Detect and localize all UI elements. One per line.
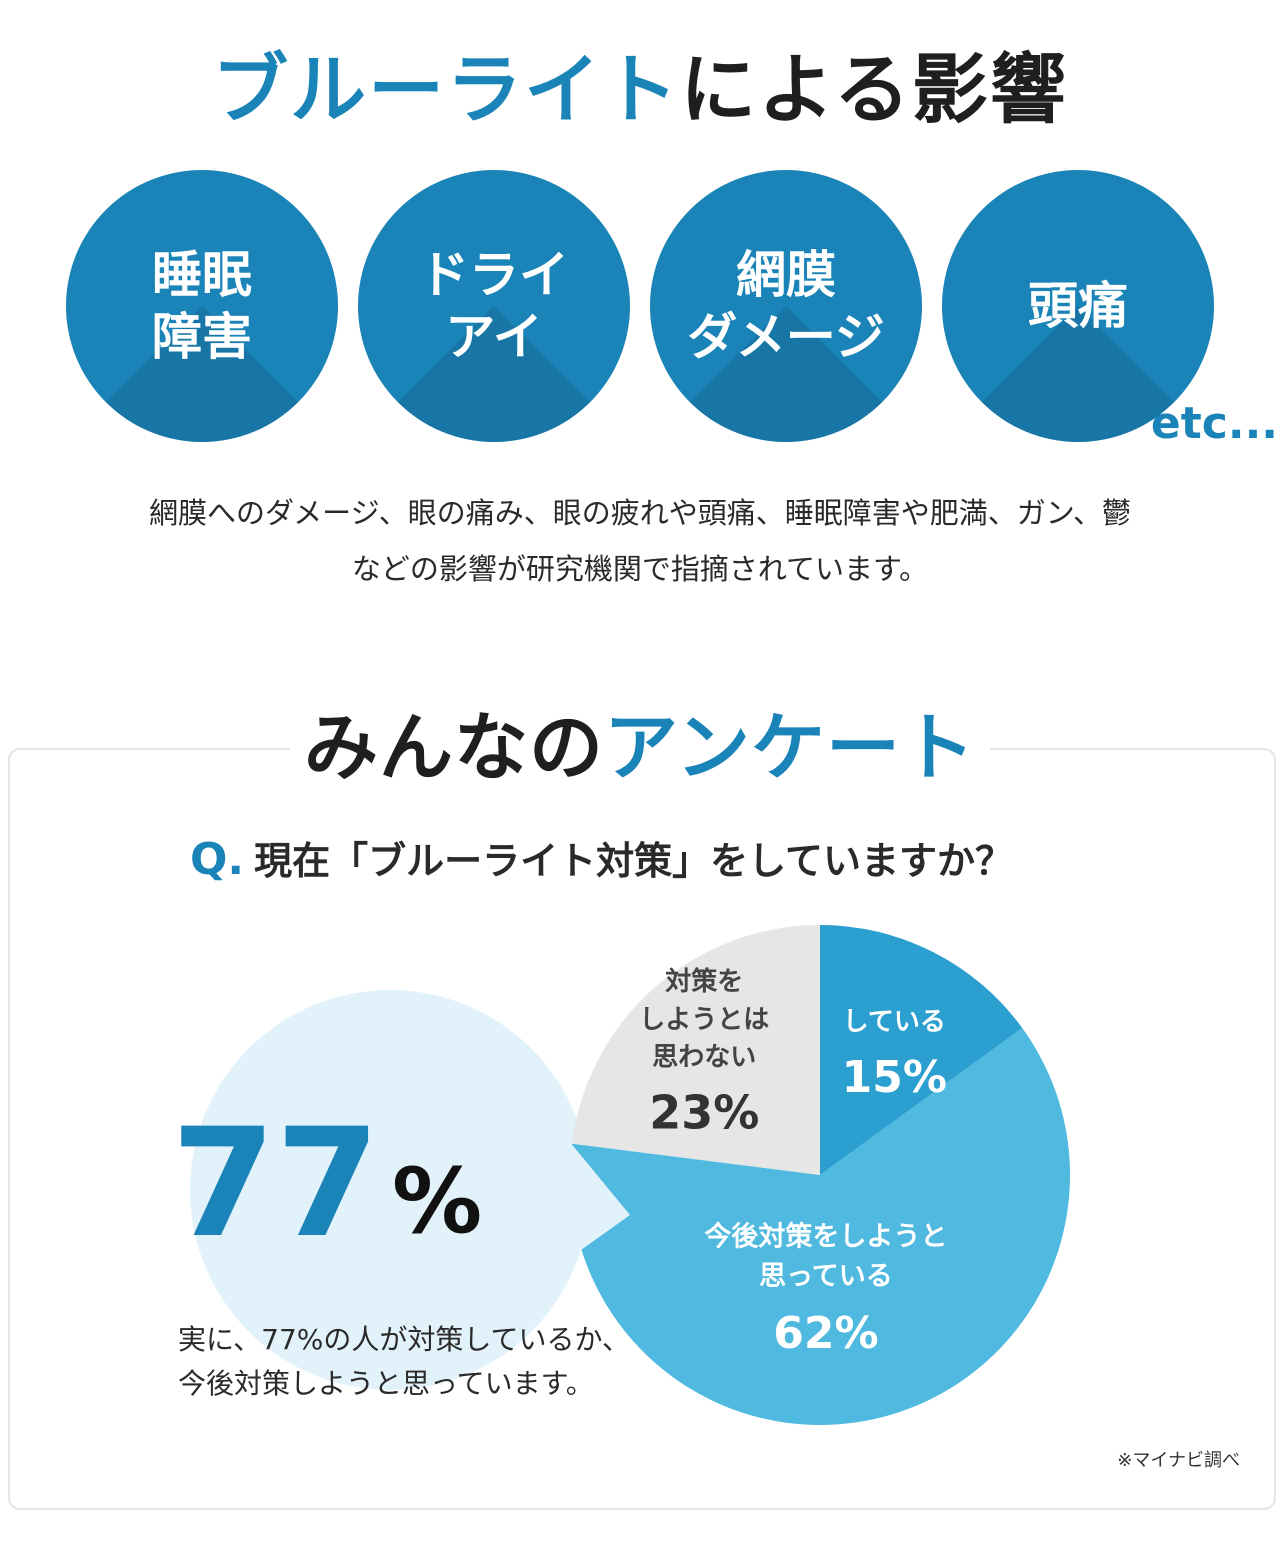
bubble-pointer	[560, 1130, 630, 1265]
slice-label-text: 思っている	[759, 1261, 893, 1292]
pie-slices	[569, 925, 1071, 1425]
title-blue-part: ブルーライト	[212, 45, 681, 134]
slice-value-label: 15%	[842, 1052, 947, 1103]
big-percent-number: 77	[171, 1097, 380, 1271]
highlight-bubble	[190, 990, 590, 1390]
slice-label-text: しようとは	[639, 1005, 769, 1035]
slice-value-label: 23%	[649, 1086, 759, 1140]
question-marker: Q.	[190, 834, 245, 885]
pie-slice	[820, 925, 1023, 1175]
source-note: ※マイナビ調べ	[1117, 1450, 1240, 1471]
effect-circle-headache: 頭痛	[942, 170, 1214, 442]
etc-label: etc...	[1150, 398, 1278, 449]
page-title-blue-light-effects: ブルーライトによる影響	[0, 40, 1280, 140]
survey-title-blue: アンケート	[603, 705, 977, 791]
effect-circle-dry-eye: ドライ アイ	[358, 170, 630, 442]
effects-description: 網膜へのダメージ、眼の痛み、眼の疲れや頭痛、睡眠障害や肥満、ガン、鬱 などの影響…	[149, 496, 1131, 586]
slice-label-text: 思わない	[652, 1043, 756, 1073]
survey-summary: 実に、77%の人が対策しているか、 今後対策しようと思っています。	[178, 1323, 630, 1400]
question-text: 現在「ブルーライト対策」をしていますか？	[254, 839, 1013, 883]
effects-circles: 睡眠 障害 ドライ アイ 網膜 ダメージ 頭痛	[0, 170, 1280, 450]
survey-title-black: みんなの	[303, 705, 604, 791]
effect-label: 頭痛	[1028, 277, 1128, 335]
slice-value-label: 62%	[773, 1308, 878, 1359]
slice-label-text: 対策を	[665, 966, 743, 997]
effect-circle-retina: 網膜 ダメージ	[650, 170, 922, 442]
slice-label-text: 今後対策をしようと	[704, 1221, 947, 1253]
pie-slice	[571, 925, 820, 1175]
survey-title: みんなのアンケート	[290, 700, 990, 796]
effect-label: 網膜 ダメージ	[687, 246, 885, 366]
pie-slice	[569, 1028, 1071, 1425]
big-percent-sign: %	[392, 1149, 482, 1254]
slice-label-text: している	[843, 1007, 946, 1037]
effect-label: 睡眠 障害	[152, 246, 252, 366]
effect-circle-sleep: 睡眠 障害	[66, 170, 338, 442]
title-rest-part: による影響	[680, 45, 1068, 134]
effect-label: ドライ アイ	[419, 246, 569, 366]
survey-question: Q. 現在「ブルーライト対策」をしていますか？	[190, 830, 1013, 891]
